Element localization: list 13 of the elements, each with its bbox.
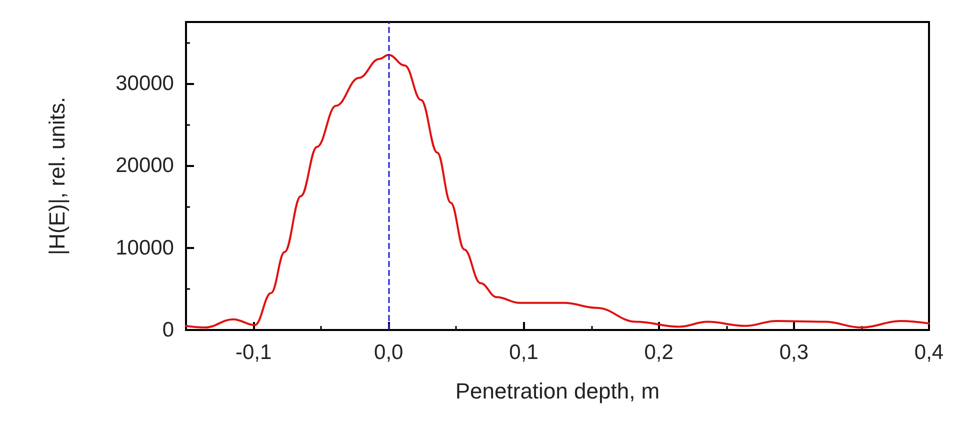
y-tick-label: 10000: [116, 236, 174, 260]
x-tick-label: 0,0: [374, 341, 404, 364]
line-series: [185, 54, 930, 329]
x-tick-label: 0,2: [644, 341, 674, 364]
x-axis-title: Penetration depth, m: [455, 378, 660, 404]
y-tick-label: 20000: [116, 154, 174, 178]
y-axis-title: |H(E)|, rel. units.: [44, 96, 70, 256]
x-tick-label: 0,1: [509, 341, 538, 364]
x-tick-label: 0,4: [914, 341, 944, 364]
x-tick-label: 0,3: [779, 341, 809, 364]
x-tick-label: -0,1: [235, 341, 272, 364]
y-tick-label: 30000: [116, 72, 174, 96]
y-tick-label: 0: [162, 318, 174, 342]
